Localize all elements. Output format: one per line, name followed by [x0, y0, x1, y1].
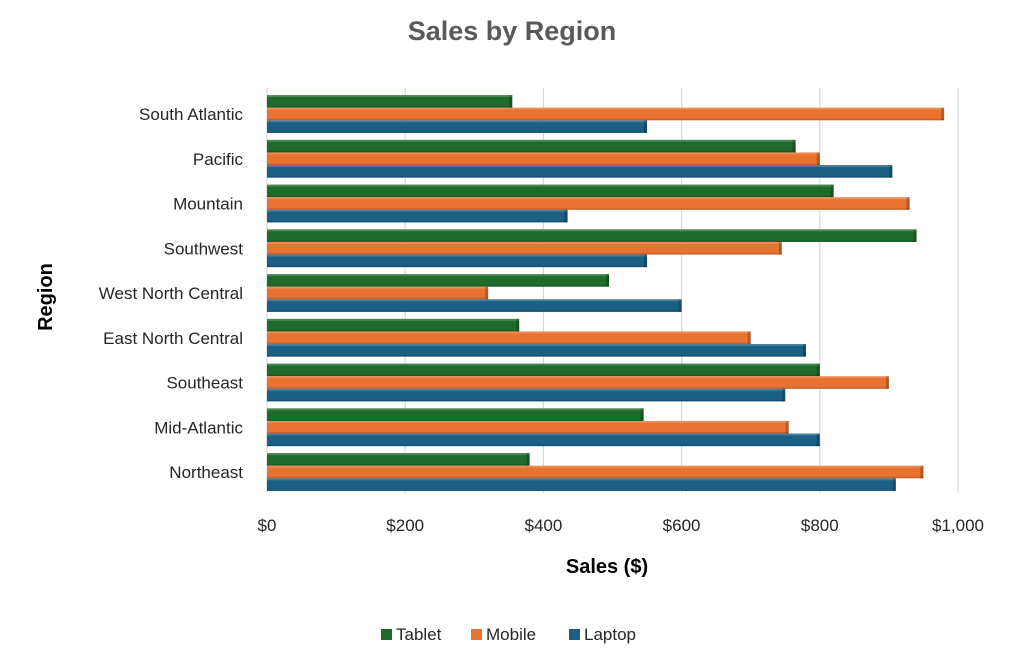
y-tick-label: Southwest: [164, 239, 244, 258]
bar: [267, 254, 648, 268]
y-tick-label: Mid-Atlantic: [154, 418, 243, 437]
bar: [267, 209, 568, 223]
legend-swatch: [569, 629, 580, 640]
legend-label: Laptop: [584, 625, 636, 644]
legend-swatch: [471, 629, 482, 640]
bar: [267, 344, 806, 357]
bar: [267, 376, 889, 389]
bars: [267, 95, 945, 491]
bar: [267, 331, 751, 345]
bar: [267, 478, 896, 491]
bar: [267, 453, 530, 466]
bar: [267, 286, 489, 300]
bar: [267, 433, 820, 447]
y-tick-labels: South Atlantic Pacific Mountain Southwest We…: [99, 105, 244, 482]
legend-label: Mobile: [486, 625, 536, 644]
legend: Tablet Mobile Laptop: [381, 625, 636, 644]
x-tick-label: $1,000: [932, 516, 984, 535]
bar: [267, 408, 644, 421]
bar: [267, 241, 782, 255]
bar: [267, 165, 893, 178]
bar: [267, 95, 513, 108]
bar: [267, 299, 682, 312]
y-tick-label: Mountain: [173, 195, 243, 214]
bar: [267, 184, 834, 198]
x-tick-label: $400: [524, 516, 562, 535]
bar: [267, 139, 796, 153]
chart-title: Sales by Region: [408, 16, 617, 46]
bar: [267, 107, 945, 121]
legend-item: Tablet: [381, 625, 442, 644]
y-tick-label: Pacific: [193, 150, 244, 169]
y-tick-label: Southeast: [166, 374, 243, 393]
bar: [267, 120, 648, 133]
legend-item: Mobile: [471, 625, 536, 644]
legend-label: Tablet: [396, 625, 442, 644]
y-tick-label: East North Central: [103, 329, 243, 348]
y-axis-title: Region: [35, 263, 57, 331]
y-tick-label: West North Central: [99, 284, 243, 303]
legend-item: Laptop: [569, 625, 636, 644]
y-tick-label: South Atlantic: [139, 105, 243, 124]
x-tick-label: $0: [258, 516, 277, 535]
bar: [267, 318, 520, 332]
bar: [267, 152, 820, 166]
bar: [267, 197, 910, 210]
bar: [267, 388, 786, 402]
x-tick-label: $800: [801, 516, 839, 535]
legend-swatch: [381, 629, 392, 640]
bar: [267, 465, 924, 479]
x-tick-labels: $0 $200 $400 $600 $800 $1,000: [258, 516, 984, 535]
bar: [267, 274, 610, 287]
bar: [267, 420, 789, 434]
y-tick-label: Northeast: [169, 463, 243, 482]
bar: [267, 229, 917, 242]
x-axis-title: Sales ($): [566, 556, 648, 578]
x-tick-label: $200: [386, 516, 424, 535]
bar: [267, 363, 820, 377]
x-tick-label: $600: [663, 516, 701, 535]
